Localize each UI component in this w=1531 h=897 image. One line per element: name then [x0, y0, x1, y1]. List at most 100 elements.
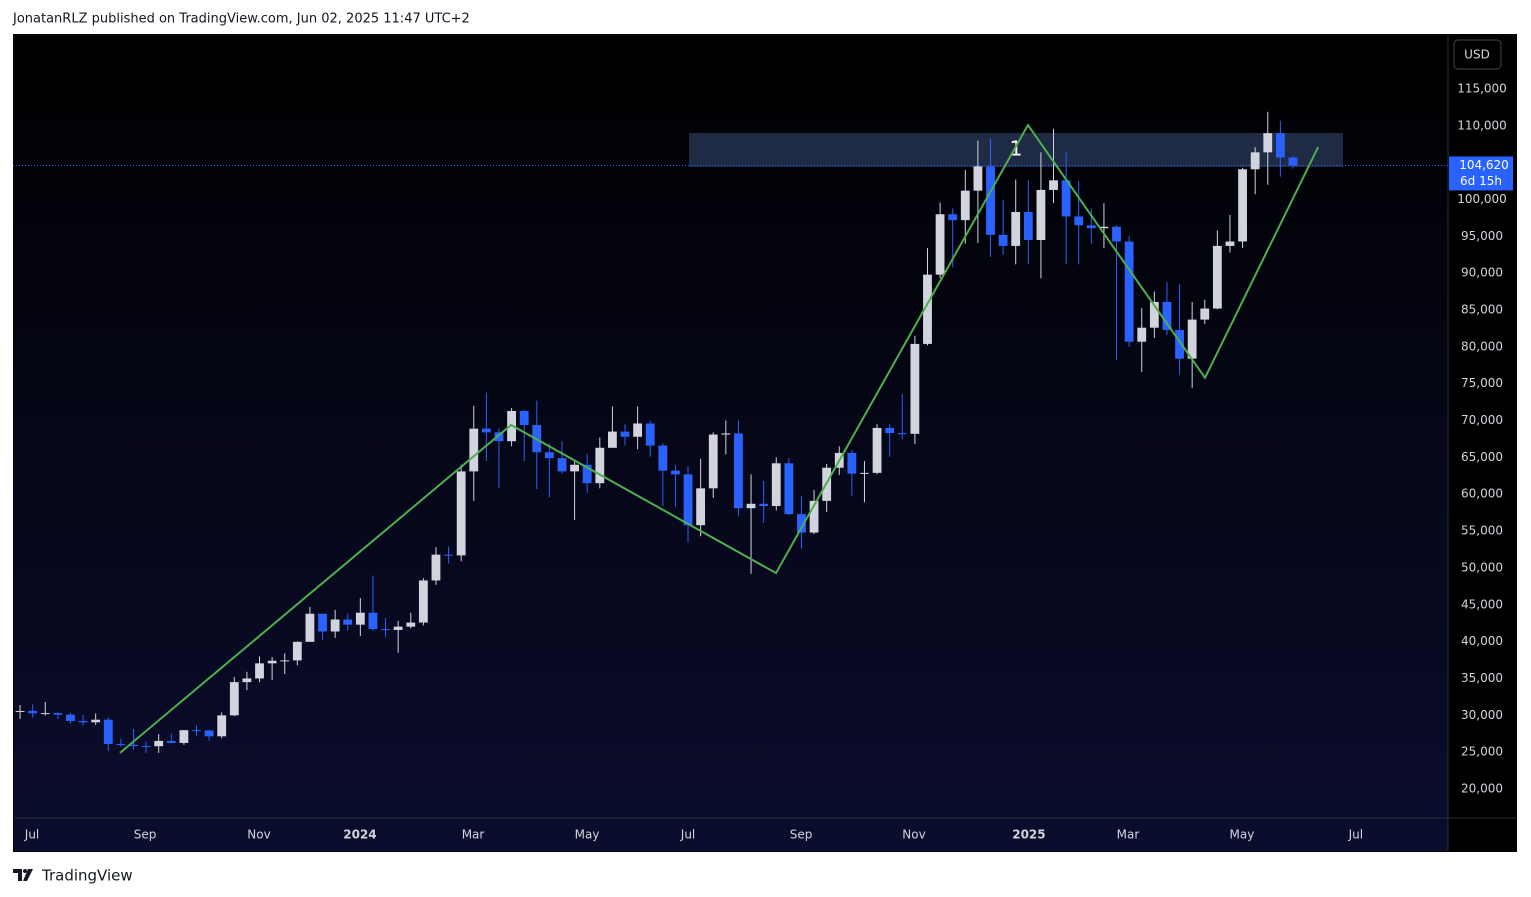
candle-body: [481, 428, 491, 433]
candle-body: [986, 166, 995, 235]
candle-body: [797, 514, 806, 533]
candle-body: [1124, 241, 1134, 342]
candle-body: [935, 214, 945, 275]
candle-body: [330, 619, 340, 632]
candle-body: [897, 433, 907, 435]
candle-body: [910, 343, 920, 434]
y-tick-label: 80,000: [1461, 339, 1503, 353]
x-tick-label: May: [575, 828, 600, 842]
candle-body: [948, 214, 958, 221]
x-tick-label: Jul: [1348, 828, 1363, 842]
candle-body: [1061, 180, 1071, 217]
x-tick-label: Jul: [24, 828, 39, 842]
candle-body: [860, 472, 869, 474]
y-tick-label: 35,000: [1461, 671, 1503, 685]
y-tick-label: 90,000: [1461, 266, 1503, 280]
candle-body: [267, 660, 277, 664]
candle-body: [696, 488, 706, 526]
candle-body: [1011, 212, 1021, 246]
plot-area: 1: [13, 111, 1448, 754]
candle-body: [1137, 327, 1147, 342]
x-tick-label: May: [1230, 828, 1255, 842]
candle-body: [192, 730, 201, 732]
footer-logo: [13, 869, 33, 881]
resistance-zone: [689, 132, 1344, 167]
candle-body: [784, 463, 794, 515]
candle-body: [519, 410, 529, 425]
candle-body: [393, 626, 403, 630]
candle-body: [129, 744, 138, 747]
y-tick-label: 95,000: [1461, 229, 1503, 243]
candle-body: [431, 554, 441, 581]
candle-body: [444, 554, 453, 556]
candle-body: [620, 431, 630, 437]
candle-body: [1263, 133, 1273, 153]
y-tick-label: 115,000: [1457, 81, 1507, 95]
candle-body: [280, 660, 290, 662]
candle-body: [1187, 319, 1197, 359]
candle-body: [721, 433, 731, 435]
candle-body: [28, 710, 38, 714]
y-tick-label: 110,000: [1457, 118, 1507, 132]
y-tick-label: 100,000: [1457, 192, 1507, 206]
candle-body: [1175, 329, 1184, 359]
candle-body: [368, 612, 378, 630]
candle-body: [1238, 169, 1247, 242]
candle-body: [103, 719, 113, 745]
candle-body: [1162, 301, 1172, 330]
candle-body: [759, 503, 769, 507]
candle-body: [998, 234, 1008, 246]
x-tick-label: Sep: [790, 828, 813, 842]
candle-body: [923, 274, 932, 344]
y-tick-label: 30,000: [1461, 708, 1503, 722]
candle-body: [343, 619, 353, 625]
candle-body: [1086, 225, 1096, 229]
countdown-label: 6d 15h: [1460, 174, 1502, 188]
candle-body: [66, 714, 75, 721]
y-tick-label: 60,000: [1461, 487, 1503, 501]
x-tick-label: 2024: [343, 828, 376, 842]
candle-body: [885, 427, 895, 434]
candle-body: [645, 423, 655, 446]
candle-body: [734, 433, 743, 509]
candle-body: [809, 500, 819, 533]
candle-body: [1212, 245, 1222, 309]
candle-body: [595, 447, 605, 484]
last-price-box: [1449, 156, 1513, 191]
y-tick-label: 55,000: [1461, 524, 1503, 538]
candle-body: [229, 682, 239, 716]
candle-body: [1200, 308, 1210, 320]
chart-background: [13, 34, 1517, 852]
candle-body: [318, 613, 327, 632]
candle-body: [847, 452, 857, 474]
y-tick-label: 70,000: [1461, 413, 1503, 427]
candle-body: [91, 719, 101, 723]
candle-body: [582, 464, 592, 484]
candle-body: [242, 678, 252, 683]
candle-body: [771, 463, 781, 507]
currency-label[interactable]: USD: [1464, 48, 1490, 62]
candle-body: [40, 713, 50, 715]
x-tick-label: Nov: [247, 828, 270, 842]
x-tick-label: Nov: [902, 828, 925, 842]
candle-body: [607, 431, 617, 448]
candle-body: [746, 503, 756, 509]
candle-body: [872, 427, 882, 473]
x-tick-label: Jul: [680, 828, 695, 842]
x-tick-label: Mar: [1117, 828, 1140, 842]
candle-body: [166, 740, 176, 743]
candle-body: [116, 744, 126, 746]
currency-button[interactable]: [1453, 39, 1502, 70]
candle-body: [658, 445, 668, 471]
candle-body: [570, 464, 580, 472]
candle-body: [633, 423, 643, 437]
candle-body: [179, 730, 189, 743]
candle-body: [305, 613, 315, 642]
pattern-line: [119, 123, 1319, 754]
candle-body: [960, 190, 970, 221]
y-tick-label: 20,000: [1461, 781, 1503, 795]
x-tick-label: Sep: [134, 828, 157, 842]
candle-body: [544, 452, 554, 459]
candle-body: [141, 746, 151, 748]
